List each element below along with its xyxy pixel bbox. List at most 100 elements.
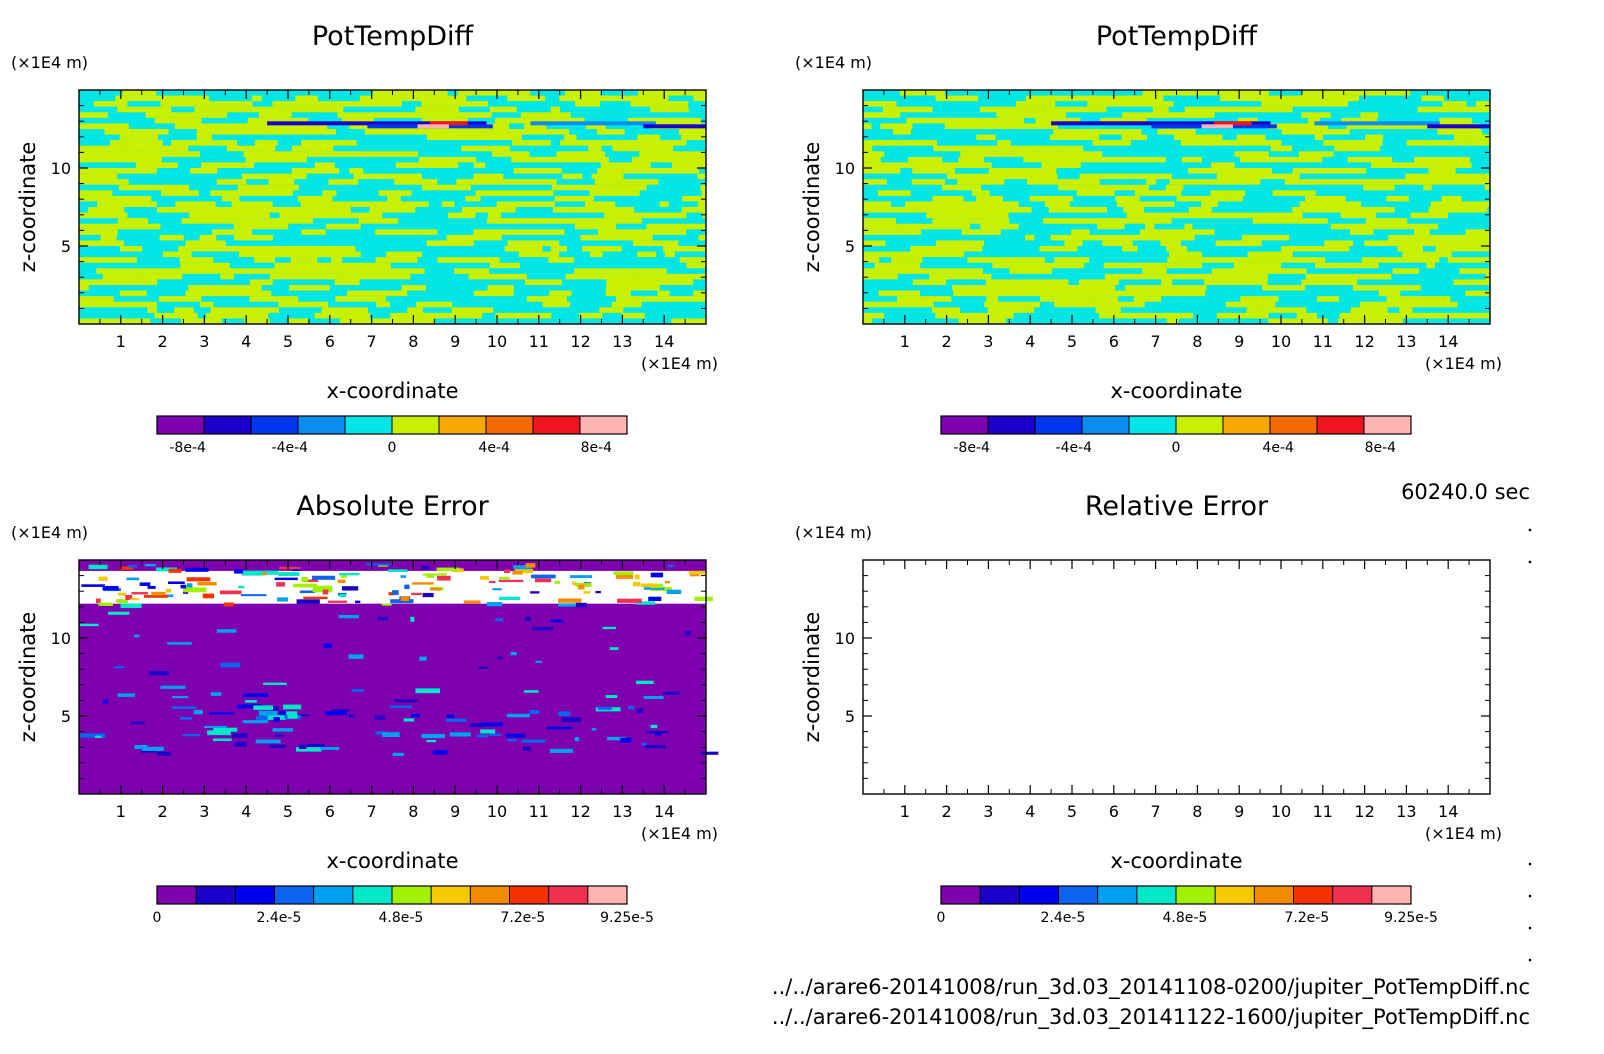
field-feature xyxy=(149,670,169,676)
field-patch xyxy=(492,151,530,158)
field-patch xyxy=(1337,318,1347,325)
field-patch xyxy=(242,207,257,214)
field-patch xyxy=(896,101,938,108)
field-patch xyxy=(364,129,376,136)
field-feature xyxy=(411,582,434,585)
field-patch xyxy=(1001,101,1016,108)
field-feature xyxy=(107,611,130,615)
colorbar-segment xyxy=(1035,416,1083,434)
field-patch xyxy=(217,168,232,175)
field-feature xyxy=(185,567,209,572)
x-tick-label: 1 xyxy=(116,332,126,351)
field-patch xyxy=(140,151,160,158)
colorbar: -8e-4 -4e-4 0 4e-4 8e-4 xyxy=(940,415,1412,456)
field-patch xyxy=(79,201,98,208)
field-patch xyxy=(272,279,322,286)
field-patch xyxy=(942,156,959,164)
field-patch xyxy=(556,151,606,158)
field-patch xyxy=(227,112,259,119)
field-patch xyxy=(192,262,230,269)
field-patch xyxy=(1202,156,1225,164)
field-patch xyxy=(1421,95,1444,102)
field-patch xyxy=(1161,168,1189,175)
field-patch xyxy=(1437,129,1483,136)
field-patch xyxy=(1422,173,1448,180)
field-patch xyxy=(309,112,338,119)
colorbar-segment xyxy=(157,416,205,434)
panel-4: Relative Error(×1E4 m)1 2 3 4 5 6 7 8 9 10 11 12 13 1… xyxy=(795,491,1502,926)
field-patch xyxy=(117,106,127,113)
field-patch xyxy=(201,162,242,169)
field-patch xyxy=(608,257,656,264)
field-feature xyxy=(478,666,489,669)
x-tick-label: 4 xyxy=(241,332,251,351)
field-feature xyxy=(186,577,211,582)
field-patch xyxy=(447,223,477,230)
field-patch xyxy=(489,106,517,113)
field-patch xyxy=(1281,223,1307,230)
field-feature xyxy=(339,594,346,598)
field-patch xyxy=(863,218,897,225)
field-patch xyxy=(321,307,368,314)
field-patch xyxy=(1358,190,1408,197)
field-band xyxy=(863,257,1490,264)
colorbar-tick-label: 4e-4 xyxy=(478,440,510,456)
field-patch xyxy=(1032,223,1074,230)
field-patch xyxy=(584,195,594,203)
field-patch xyxy=(1354,262,1379,269)
field-patch xyxy=(652,234,699,242)
field-feature xyxy=(650,583,664,589)
field-feature xyxy=(341,573,347,579)
field-patch xyxy=(1250,173,1300,180)
field-feature xyxy=(666,589,682,595)
field-feature xyxy=(339,572,360,576)
field-patch xyxy=(1417,106,1454,113)
field-patch xyxy=(118,184,153,191)
field-feature xyxy=(375,731,386,735)
field-patch xyxy=(214,90,228,97)
field-patch xyxy=(268,312,315,320)
field-patch xyxy=(1217,201,1259,208)
field-patch xyxy=(475,279,512,286)
field-feature xyxy=(643,587,665,590)
field-feature xyxy=(632,581,641,587)
field-patch xyxy=(1187,246,1203,253)
field-feature xyxy=(242,720,269,724)
field-band xyxy=(863,112,1490,119)
field-feature xyxy=(94,735,102,738)
field-patch xyxy=(317,106,344,113)
field-patch xyxy=(697,173,706,180)
field-patch xyxy=(659,312,705,320)
field-patch xyxy=(318,234,347,242)
field-feature xyxy=(131,721,145,725)
field-patch xyxy=(554,201,585,208)
field-patch xyxy=(287,318,309,325)
field-patch xyxy=(632,240,670,247)
field-feature xyxy=(279,566,301,570)
field-patch xyxy=(545,240,560,247)
field-feature xyxy=(498,579,524,583)
field-feature xyxy=(295,747,322,752)
field-patch xyxy=(309,290,348,297)
field-feature xyxy=(179,717,193,720)
field-patch xyxy=(317,257,332,264)
field-feature xyxy=(234,568,243,574)
field-patch xyxy=(1484,184,1490,191)
field-feature xyxy=(216,629,237,633)
x-unit-label: (×1E4 m) xyxy=(641,354,718,373)
field-feature xyxy=(366,563,391,566)
field-patch xyxy=(1397,285,1407,292)
field-patch xyxy=(475,212,489,219)
field-patch xyxy=(1025,95,1070,102)
field-patch xyxy=(143,129,169,136)
field-patch xyxy=(863,162,880,169)
field-patch xyxy=(1078,212,1127,219)
field-patch xyxy=(112,190,162,197)
field-patch xyxy=(501,234,534,242)
field-patch xyxy=(702,101,706,108)
colorbar-segment xyxy=(587,886,628,904)
field-feature xyxy=(325,711,347,716)
field-patch xyxy=(672,301,706,308)
field-background xyxy=(863,560,1490,794)
field-feature xyxy=(504,569,511,573)
